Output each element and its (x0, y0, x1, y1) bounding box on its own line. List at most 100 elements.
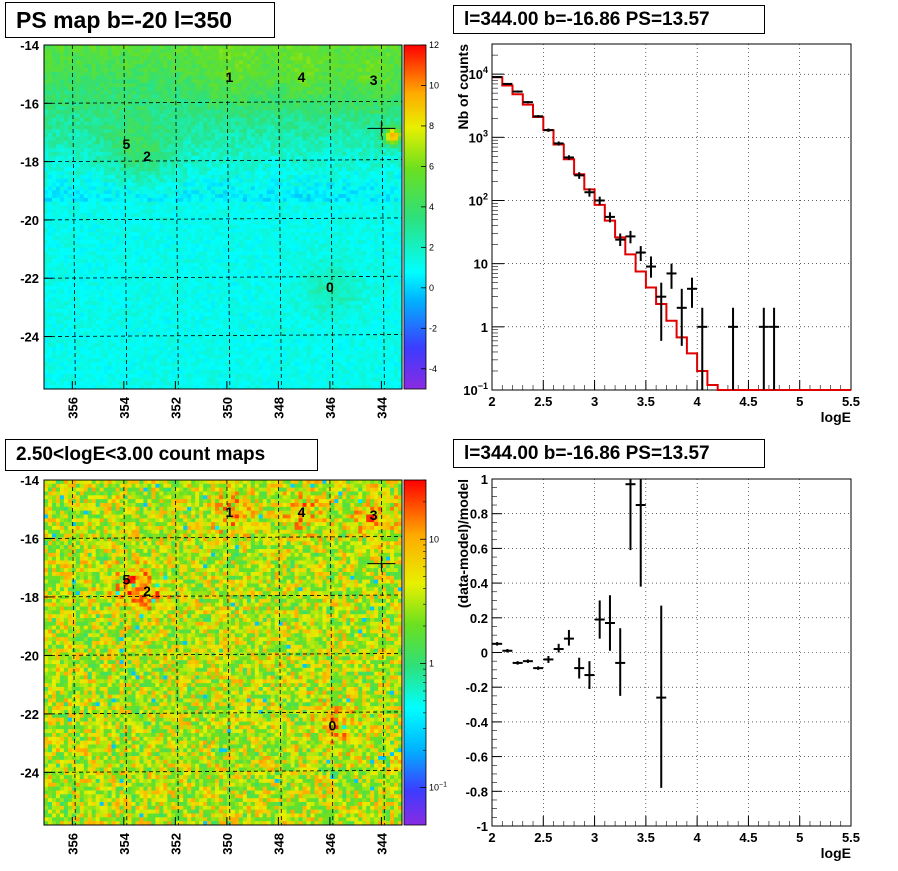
colorbar-tick-label-4: 4 (429, 202, 434, 212)
y-tick-label-4: -22 (20, 707, 39, 722)
y-axis-label: Nb of counts (455, 44, 471, 130)
x-tick-label-6: 5 (796, 830, 803, 845)
source-label-0: 0 (329, 718, 337, 734)
x-tick-label-1: 2.5 (534, 394, 552, 409)
x-tick-label-0: 356 (65, 397, 80, 419)
x-tick-label-3: 350 (220, 833, 235, 855)
y-tick-label-0: -14 (20, 473, 40, 488)
grid-line-b (43, 711, 403, 715)
x-axis-label: logE (821, 845, 851, 861)
x-tick-label-7: 5.5 (842, 830, 860, 845)
y-tick-label-1: -16 (20, 96, 39, 111)
grid-line-l (174, 479, 179, 826)
x-tick-label-2: 352 (168, 833, 183, 855)
map-grid (43, 44, 403, 390)
colorbar-tick-label-0: 10−1 (429, 782, 447, 793)
x-tick-label-1: 354 (117, 832, 132, 854)
grid-line-l (174, 44, 179, 390)
x-tick-label-1: 2.5 (534, 830, 552, 845)
colorbar-tick-label-5: 6 (429, 161, 434, 171)
grid-line-b (43, 769, 403, 773)
colorbar-tick-label-0: -4 (429, 364, 437, 374)
grid-line-l (329, 479, 334, 826)
grid-line-b (43, 100, 403, 104)
source-label-4: 4 (298, 504, 306, 520)
colorbar (403, 44, 427, 390)
y-tick-label-1: -16 (20, 531, 39, 546)
grid-line-l (380, 479, 385, 826)
x-tick-label-3: 3.5 (637, 830, 655, 845)
y-tick-label-3: 102 (469, 191, 488, 208)
x-tick-label-4: 348 (271, 833, 286, 855)
y-axis-label: (data-model)/model (455, 479, 471, 608)
plot-frame (491, 478, 852, 827)
y-tick-label-0: -14 (20, 38, 40, 53)
source-label-5: 5 (123, 136, 131, 152)
x-tick-label-0: 2 (488, 830, 495, 845)
grid-line-l (380, 44, 385, 390)
x-tick-label-5: 4.5 (739, 830, 757, 845)
grid-line-b (43, 275, 403, 279)
colorbar-tick-label-3: 2 (429, 242, 434, 252)
x-tick-label-5: 346 (323, 833, 338, 855)
colorbar-tick-label-7: 10 (429, 80, 439, 90)
y-tick-label-3: -0.4 (466, 715, 489, 730)
grid-line-b (43, 217, 403, 221)
grid-line-l (71, 479, 76, 826)
grid-line-l (71, 44, 76, 390)
x-tick-label-6: 344 (374, 832, 389, 854)
grid-line-b (43, 653, 403, 656)
y-tick-label-1: -0.8 (466, 784, 488, 799)
colorbar-tick-label-8: 12 (429, 40, 439, 50)
y-tick-label-5: 104 (469, 65, 488, 82)
y-tick-label-2: 10 (474, 257, 488, 272)
colorbar-tick-label-6: 8 (429, 121, 434, 131)
colorbar-tick-label-1: -2 (429, 323, 437, 333)
ps-map-panel: 356 354 352 350 348 346 344-14-16-18-20-22-240… (20, 38, 439, 419)
colorbar (403, 479, 427, 826)
x-tick-label-2: 352 (168, 397, 183, 419)
y-tick-label-5: -24 (20, 330, 40, 345)
y-tick-label-1: 1 (481, 320, 488, 335)
x-tick-label-2: 3 (591, 830, 598, 845)
spectrum-panel: 2 2.5 3 3.5 4 4.5 5 5.5 10−1 1 10 102 103 104 logE Nb o… (455, 43, 860, 425)
residual-panel: 2 2.5 3 3.5 4 4.5 5 5.5 -1 -0.8 -0.6 -0.4 -0.2 0 0.2 0.… (455, 472, 860, 861)
y-tick-label-4: -22 (20, 271, 39, 286)
grid-line-b (43, 594, 403, 598)
x-tick-label-5: 346 (323, 397, 338, 419)
y-tick-label-2: -18 (20, 590, 39, 605)
y-tick-label-2: -18 (20, 155, 39, 170)
y-tick-label-6: 0.2 (470, 611, 488, 626)
x-tick-label-3: 350 (220, 397, 235, 419)
y-tick-label-2: -0.6 (466, 750, 488, 765)
y-tick-label-0: 10−1 (463, 381, 488, 398)
ps-map-title: PS map b=-20 l=350 (5, 2, 275, 38)
grid-line-b (43, 536, 403, 539)
source-label-2: 2 (143, 148, 151, 164)
y-tick-label-8: 0.6 (470, 541, 488, 556)
colorbar-tick-label-2: 0 (429, 283, 434, 293)
colorbar-tick-label-2: 10 (429, 534, 439, 544)
y-tick-label-4: 103 (469, 128, 488, 145)
y-tick-label-5: 0 (481, 646, 488, 661)
y-tick-label-4: -0.2 (466, 680, 488, 695)
x-tick-label-4: 4 (694, 394, 702, 409)
plot-grid (492, 44, 851, 390)
grid-line-l (123, 479, 128, 826)
plot-frame (491, 43, 852, 391)
x-tick-label-4: 4 (694, 830, 702, 845)
x-tick-label-6: 5 (796, 394, 803, 409)
count-map-title: 2.50<logE<3.00 count maps (5, 439, 318, 471)
map-pixels (44, 480, 403, 826)
grid-line-b (43, 159, 403, 163)
x-tick-label-4: 348 (271, 397, 286, 419)
y-tick-label-3: -20 (20, 648, 39, 663)
map-grid (43, 479, 403, 826)
x-tick-label-3: 3.5 (637, 394, 655, 409)
source-label-1: 1 (226, 504, 234, 520)
y-tick-label-0: -1 (476, 819, 488, 834)
y-tick-label-10: 1 (481, 472, 488, 487)
count-map-panel: 356 354 352 350 348 346 344-14-16-18-20-22-240… (20, 473, 447, 855)
grid-line-l (329, 44, 334, 390)
